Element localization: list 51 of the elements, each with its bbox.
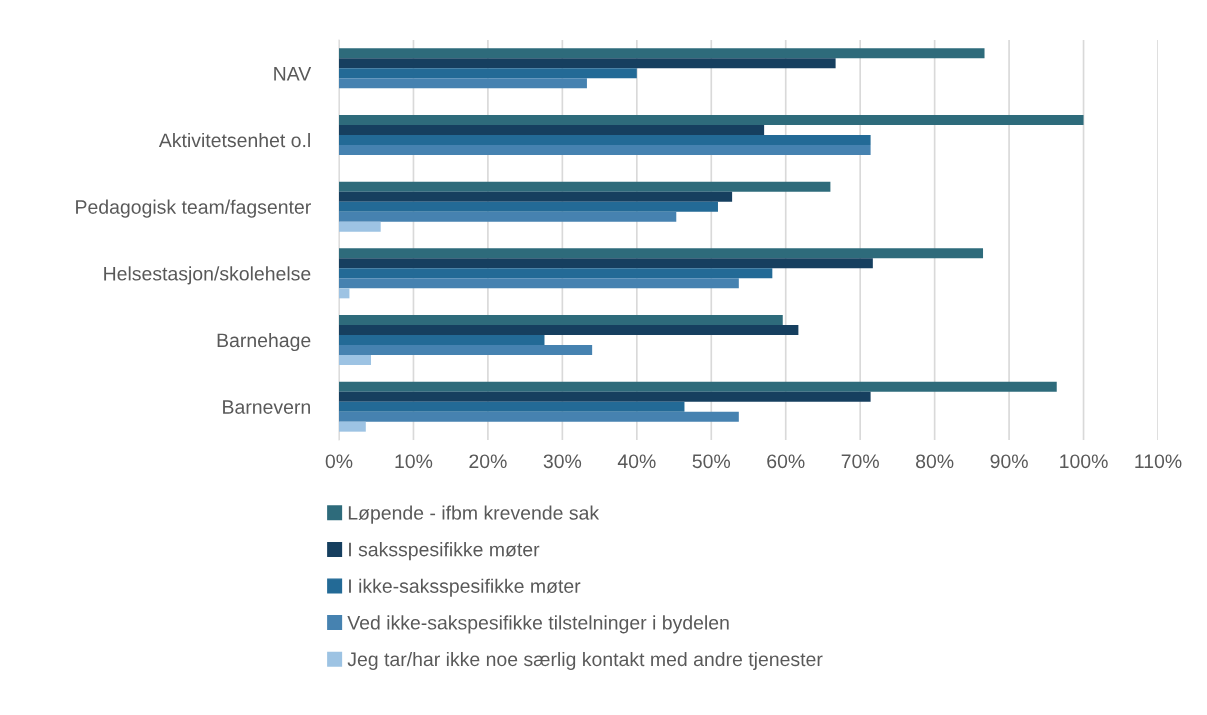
y-tick-label: Barnehage bbox=[217, 332, 311, 352]
bar bbox=[339, 191, 733, 202]
bar bbox=[339, 288, 350, 299]
bar bbox=[339, 125, 765, 135]
bar bbox=[339, 345, 593, 355]
bar bbox=[339, 58, 836, 69]
bar bbox=[339, 78, 587, 89]
x-tick-label: 20% bbox=[469, 454, 507, 469]
y-tick-label: Helsestasjon/skolehelse bbox=[104, 266, 311, 285]
bar bbox=[339, 145, 871, 155]
bar bbox=[339, 315, 783, 325]
x-tick-label: 70% bbox=[841, 454, 879, 469]
legend-label: I saksspesifikke møter bbox=[349, 542, 540, 561]
y-tick-label: Pedagogisk team/fagsenter bbox=[76, 199, 311, 218]
y-tick-label: Aktivitetsenhet o.l bbox=[158, 132, 310, 148]
bar bbox=[339, 48, 985, 59]
x-tick-label: 40% bbox=[617, 454, 656, 469]
x-tick-label: 30% bbox=[543, 454, 582, 469]
bar bbox=[339, 115, 1084, 125]
y-tick-label: Barnevern bbox=[223, 400, 310, 414]
legend-label: Løpende - ifbm krevende sak bbox=[348, 505, 600, 524]
legend-label: Jeg tar/har ikke noe særlig kontakt med andre tjenester bbox=[347, 651, 823, 671]
bar bbox=[339, 401, 685, 412]
bar bbox=[339, 278, 739, 289]
bar bbox=[339, 381, 1057, 392]
legend-label: I ikke-saksspesifikke møter bbox=[349, 578, 581, 597]
legend-label: Ved ikke-sakspesifikke tilstelninger i bydelen bbox=[347, 615, 729, 634]
bar bbox=[339, 248, 984, 259]
x-tick-label: 100% bbox=[1060, 454, 1108, 469]
x-tick-label: 60% bbox=[767, 454, 805, 469]
x-tick-label: 50% bbox=[692, 454, 731, 469]
bar bbox=[339, 391, 871, 402]
bar bbox=[339, 68, 637, 79]
x-tick-label: 90% bbox=[990, 454, 1028, 469]
bar bbox=[339, 411, 739, 422]
bar bbox=[339, 258, 873, 269]
bar bbox=[339, 221, 381, 232]
bar bbox=[339, 268, 773, 279]
x-tick-label: 80% bbox=[916, 454, 954, 469]
bar bbox=[339, 181, 831, 192]
bar bbox=[339, 325, 799, 335]
x-tick-label: 0% bbox=[325, 454, 353, 469]
bar bbox=[339, 135, 871, 145]
bar bbox=[339, 211, 677, 222]
bar bbox=[339, 201, 718, 212]
x-tick-label: 110% bbox=[1135, 454, 1182, 469]
x-tick-label: 10% bbox=[395, 454, 433, 469]
bar bbox=[339, 355, 372, 365]
y-tick-label: NAV bbox=[274, 67, 312, 81]
bar bbox=[339, 421, 366, 432]
bar bbox=[339, 335, 545, 345]
